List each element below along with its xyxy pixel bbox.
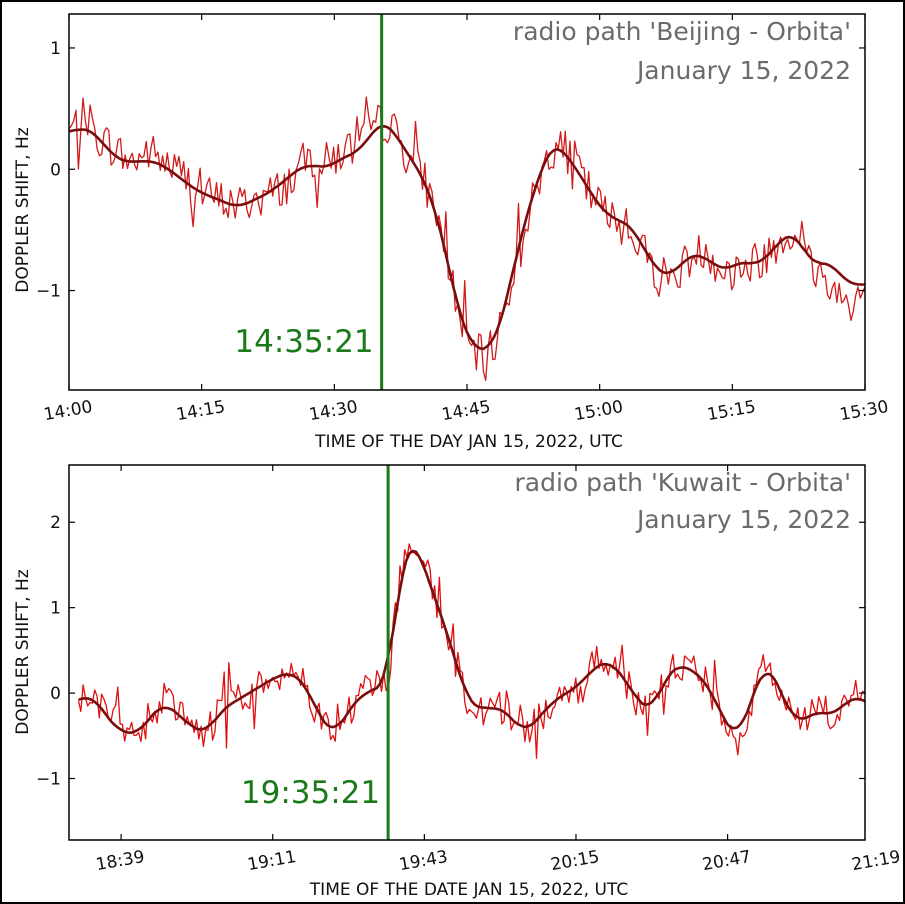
smoothed-doppler-line-kuwait [78,549,865,734]
y-tick-label: 0 [50,160,61,180]
smoothed-doppler-line-beijing [69,125,865,351]
y-tick-label: 1 [50,39,61,59]
annotation-date-kuwait: January 15, 2022 [635,505,851,534]
series-layer-kuwait [77,543,865,759]
y-tick-label: 1 [50,599,61,619]
y-axis-title-kuwait: DOPPLER SHIFT, Hz [13,569,33,734]
event-time-label-beijing: 14:35:21 [234,324,373,360]
x-axis-title-beijing: TIME OF THE DAY JAN 15, 2022, UTC [314,432,623,452]
event-time-label-kuwait: 19:35:21 [241,775,380,811]
y-tick-label: 0 [50,684,61,704]
annotation-radio-path-beijing: radio path 'Beijing - Orbita' [513,17,851,46]
y-tick-label: −1 [36,769,61,789]
series-layer-beijing [69,96,865,382]
y-tick-label: 2 [50,513,61,533]
raw-doppler-line-kuwait [77,543,865,759]
y-tick-label: −1 [36,282,61,302]
x-axis-title-kuwait: TIME OF THE DATE JAN 15, 2022, UTC [309,880,628,900]
plot-frame-kuwait [68,464,866,841]
annotation-radio-path-kuwait: radio path 'Kuwait - Orbita' [515,468,852,497]
annotation-date-beijing: January 15, 2022 [635,56,851,85]
y-axis-title-beijing: DOPPLER SHIFT, Hz [13,127,33,292]
